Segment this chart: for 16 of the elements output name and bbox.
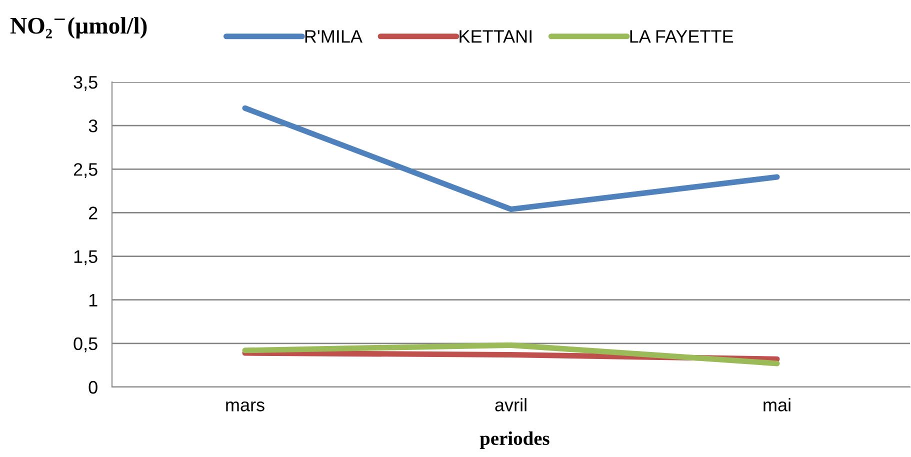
x-tick-label: avril (495, 398, 526, 412)
x-tick-label: mars (226, 401, 264, 412)
y-tick-label: 1 (89, 294, 98, 306)
legend-label: R'MILA (305, 30, 362, 43)
chart-title: NO₂$^{−}$(µmol/l) (10, 17, 147, 39)
y-tick-label: 0,5 (74, 337, 98, 352)
y-tick-label: 1,5 (74, 250, 98, 266)
y-tick-label: 3 (88, 120, 98, 132)
y-tick-label: 2 (88, 206, 98, 220)
y-tick-label: 2,5 (74, 163, 98, 178)
y-tick-label: 3,5 (74, 76, 98, 91)
legend-label: KETTANI (460, 30, 532, 43)
x-tick-label: mai (764, 398, 790, 412)
y-tick-label: 0 (88, 380, 98, 394)
x-axis-title: periodes (480, 431, 550, 449)
legend-label: LA FAYETTE (630, 30, 734, 43)
